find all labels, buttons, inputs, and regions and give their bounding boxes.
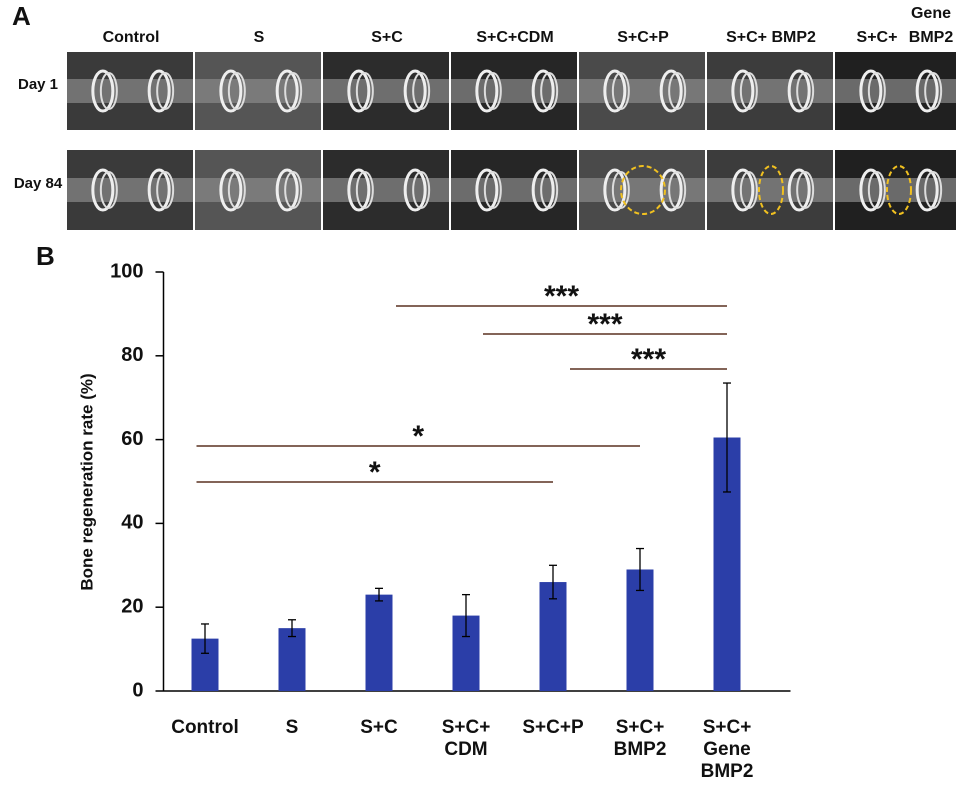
significance-label: ***: [544, 280, 579, 313]
y-tick-label: 60: [121, 428, 143, 450]
x-tick-label-line: BMP2: [614, 739, 667, 760]
significance-label: ***: [631, 343, 666, 376]
column-header: Control: [103, 29, 160, 46]
column-header: S+C+P: [617, 29, 669, 46]
x-tick-label-line: S: [286, 717, 299, 738]
column-header: Gene: [911, 5, 951, 22]
x-tick-label-line: S+C: [360, 717, 398, 738]
panel-label: B: [36, 241, 55, 271]
x-tick-label-line: S+C+: [442, 717, 491, 738]
y-tick-label: 20: [121, 595, 143, 617]
significance-label: *: [369, 456, 381, 489]
row-label: Day 1: [18, 76, 58, 93]
y-tick-label: 40: [121, 512, 143, 534]
x-tick-label-line: Control: [171, 717, 239, 738]
x-tick-label: S+C+CDM: [442, 717, 491, 760]
x-tick-label-line: CDM: [444, 739, 487, 760]
x-tick-label-line: S+C+: [703, 717, 752, 738]
y-tick-label: 0: [132, 679, 143, 701]
significance-label: ***: [587, 308, 622, 341]
x-tick-label: S+C+P: [522, 717, 584, 738]
bar: [366, 595, 393, 691]
column-header: BMP2: [909, 29, 954, 46]
x-tick-label-line: Gene: [703, 739, 751, 760]
bar: [279, 628, 306, 691]
column-header: S: [254, 29, 265, 46]
x-tick-label-line: S+C+: [616, 717, 665, 738]
column-header: S+C: [371, 29, 403, 46]
row-label: Day 84: [14, 175, 63, 192]
x-tick-label: Control: [171, 717, 239, 738]
panel-label: A: [12, 1, 31, 31]
column-header: S+C+ BMP2: [726, 29, 816, 46]
column-header: S+C+CDM: [476, 29, 553, 46]
x-tick-label: S+C: [360, 717, 398, 738]
x-tick-label: S: [286, 717, 299, 738]
significance-label: *: [412, 420, 424, 453]
y-tick-label: 80: [121, 344, 143, 366]
y-tick-label: 100: [110, 260, 143, 282]
figure: A B Bone regeneration rate (%) Control S S…: [0, 0, 956, 794]
x-tick-label-line: BMP2: [701, 761, 754, 782]
column-header: S+C+: [857, 29, 898, 46]
y-axis-label: Bone regeneration rate (%): [77, 373, 96, 590]
x-tick-label-line: S+C+P: [522, 717, 584, 738]
x-tick-label: S+C+BMP2: [614, 717, 667, 760]
